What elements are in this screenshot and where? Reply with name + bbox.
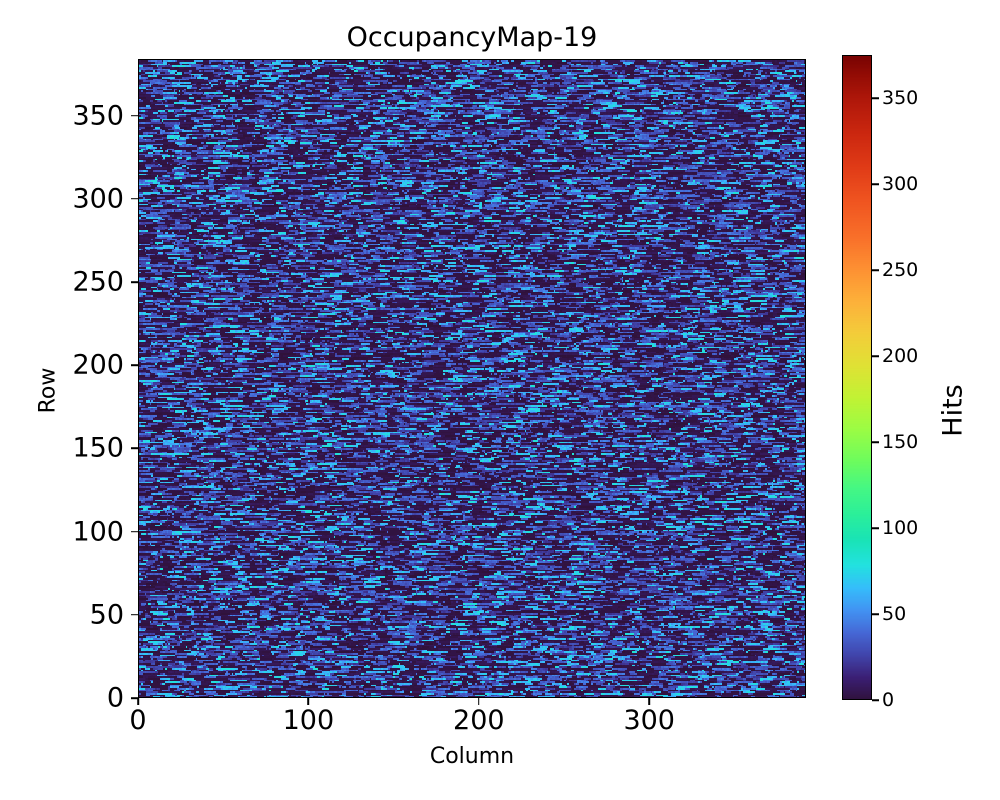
y-tick-mark (131, 530, 138, 533)
y-tick-mark (131, 114, 138, 117)
y-tick-mark (131, 364, 138, 366)
x-tick-label: 300 (623, 705, 675, 736)
x-tick-mark (307, 698, 310, 705)
y-tick-label: 150 (72, 432, 124, 464)
y-tick-mark (131, 447, 138, 450)
colorbar-tick-mark (872, 269, 879, 271)
colorbar-tick-mark (872, 355, 879, 357)
colorbar-tick-label: 350 (882, 87, 919, 109)
colorbar-label: Hits (937, 384, 969, 437)
colorbar-tick-mark (872, 441, 879, 443)
x-tick-label: 100 (282, 705, 335, 736)
chart-title: OccupancyMap-19 (346, 22, 598, 53)
y-tick-mark (131, 614, 138, 616)
y-tick-mark (131, 281, 138, 283)
colorbar-tick-mark (872, 527, 879, 529)
x-tick-mark (137, 698, 139, 705)
y-tick-label: 350 (72, 100, 124, 132)
y-tick-label: 0 (106, 682, 124, 714)
x-tick-mark (478, 698, 480, 705)
colorbar-tick-label: 300 (882, 173, 919, 195)
colorbar-gradient (843, 56, 871, 699)
colorbar-tick-mark (872, 699, 879, 701)
y-tick-mark (131, 697, 138, 699)
y-tick-label: 50 (89, 599, 124, 631)
colorbar-tick-label: 0 (882, 689, 895, 711)
colorbar-tick-mark (872, 613, 879, 615)
colorbar-tick-mark (872, 97, 879, 99)
colorbar-tick-label: 100 (882, 517, 919, 539)
y-tick-mark (131, 197, 138, 200)
x-tick-mark (648, 698, 651, 705)
colorbar-tick-label: 150 (882, 431, 919, 453)
y-tick-label: 100 (72, 516, 124, 548)
x-axis-label: Column (429, 744, 515, 769)
y-tick-label: 250 (72, 266, 124, 298)
heatmap-image (139, 60, 805, 697)
heatmap-plot-area (138, 59, 806, 698)
x-tick-label: 0 (129, 705, 147, 736)
colorbar-tick-label: 250 (882, 259, 919, 281)
colorbar-tick-label: 200 (882, 345, 919, 367)
y-axis-label: Row (35, 367, 61, 414)
y-tick-label: 300 (72, 183, 124, 215)
colorbar (842, 55, 872, 700)
y-tick-label: 200 (72, 349, 124, 381)
x-tick-label: 200 (453, 705, 505, 736)
colorbar-tick-label: 50 (882, 603, 907, 625)
colorbar-tick-mark (872, 183, 879, 185)
